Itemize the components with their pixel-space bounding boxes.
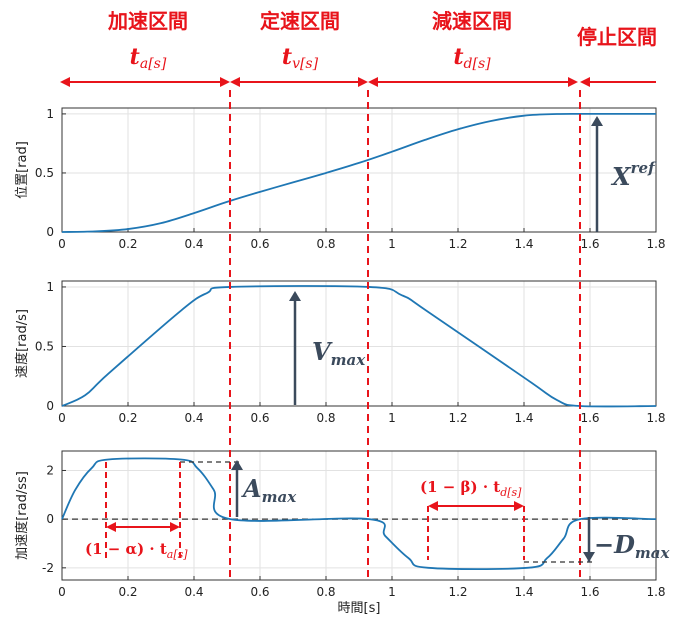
tick-label-x: 1.8: [646, 237, 665, 251]
phase-name: 減速区間: [432, 9, 512, 33]
amax-annotation: Amax: [180, 460, 297, 517]
phase-name: 加速区間: [107, 9, 188, 33]
plot-frame: [61, 107, 657, 233]
series-line: [61, 457, 657, 571]
t-symbol: t: [453, 44, 463, 70]
xref-annotation: Xref: [591, 116, 657, 232]
tick-label-x: 1.4: [514, 411, 533, 425]
tick-label-x: 0.6: [250, 411, 269, 425]
beta-sub: d[s]: [500, 486, 522, 499]
plot-frame: [61, 450, 657, 581]
plot-frame: [61, 280, 657, 407]
tick-label-x: 1: [388, 237, 396, 251]
y-axis-label: 加速度[rad/ss]: [14, 471, 30, 560]
acceleration-plot: 0 0.2 0.4 0.6 0.8 1 1.2 1.4 1.6 1.8 -2 0 2 加速度[rad/ss…: [14, 450, 666, 616]
tick-label-y: 1: [46, 107, 54, 121]
tick-label-x: 1.4: [514, 237, 533, 251]
phase-header-decel: 減速区間 td[s]: [432, 9, 512, 72]
tick-label-x: 0.6: [250, 585, 269, 599]
tick-label-x: 1.2: [448, 411, 467, 425]
alpha-sub: a[s]: [167, 548, 188, 561]
tick-label-y: -2: [42, 561, 54, 575]
tick-label-x: 0: [58, 411, 66, 425]
tick-label-x: 0: [58, 237, 66, 251]
tick-label-x: 1.6: [580, 585, 599, 599]
tick-label-x: 1.8: [646, 585, 665, 599]
phase-header-const: 定速区間 tv[s]: [260, 9, 340, 72]
svg-text:(1 − β) · td[s]: (1 − β) · td[s]: [420, 478, 522, 499]
t-sub: v[s]: [292, 56, 319, 72]
svg-text:td[s]: td[s]: [453, 44, 491, 72]
tick-label-x: 0.4: [184, 237, 203, 251]
beta-annotation: (1 − β) · td[s]: [420, 478, 525, 560]
tick-label-x: 0.8: [316, 585, 335, 599]
y-axis-label: 位置[rad]: [15, 141, 30, 199]
plot-background: [62, 451, 656, 580]
phase-name: 定速区間: [260, 9, 340, 33]
vmax-sub: max: [331, 351, 367, 369]
tick-label-x: 0.2: [118, 237, 137, 251]
tick-label-x: 0.2: [118, 585, 137, 599]
tick-label-x: 1: [388, 411, 396, 425]
tick-label-x: 0.4: [184, 411, 203, 425]
series-line: [61, 112, 657, 233]
amax-sub: max: [262, 488, 298, 506]
alpha-main: (1 − α) · t: [85, 540, 167, 558]
tick-label-y: 0.5: [35, 339, 54, 353]
svg-text:tv[s]: tv[s]: [282, 44, 319, 72]
dmax-annotation: −Dmax: [524, 517, 671, 563]
tick-label-y: 2: [46, 463, 54, 477]
tick-label-y: 0.5: [35, 166, 54, 180]
tick-label-x: 1: [388, 585, 396, 599]
tick-label-y: 1: [46, 280, 54, 294]
tick-label-x: 0.4: [184, 585, 203, 599]
svg-text:Xref: Xref: [610, 159, 657, 191]
tick-label-x: 1.6: [580, 237, 599, 251]
svg-text:Amax: Amax: [241, 474, 297, 506]
amax-base: A: [241, 474, 262, 503]
tick-label-x: 1.4: [514, 585, 533, 599]
t-symbol: t: [282, 44, 292, 70]
vmax-annotation: Vmax: [289, 291, 366, 405]
svg-text:(1 − α) · ta[s]: (1 − α) · ta[s]: [85, 540, 188, 561]
dmax-sub: max: [635, 544, 671, 562]
t-sub: a[s]: [140, 56, 167, 72]
velocity-plot: 0 0.2 0.4 0.6 0.8 1 1.2 1.4 1.6 1.8 0 0.5 1 速度[rad/s]: [14, 280, 666, 425]
tick-label-x: 0.2: [118, 411, 137, 425]
alpha-annotation: (1 − α) · ta[s]: [85, 462, 188, 561]
phase-header-accel: 加速区間 ta[s]: [107, 9, 188, 72]
t-symbol: t: [130, 44, 140, 70]
t-sub: d[s]: [464, 56, 492, 72]
x-axis-label: 時間[s]: [338, 601, 381, 616]
tick-label-x: 0: [58, 585, 66, 599]
vmax-base: V: [312, 337, 333, 366]
tick-label-y: 0: [46, 399, 54, 413]
svg-text:−Dmax: −Dmax: [594, 530, 671, 562]
tick-label-x: 0.6: [250, 237, 269, 251]
tick-label-x: 1.2: [448, 585, 467, 599]
svg-text:ta[s]: ta[s]: [130, 44, 167, 72]
xref-base: X: [610, 162, 632, 191]
y-axis-label: 速度[rad/s]: [14, 309, 30, 378]
tick-label-x: 0.8: [316, 237, 335, 251]
beta-main: (1 − β) · t: [420, 478, 500, 496]
tick-label-x: 1.6: [580, 411, 599, 425]
dmax-base: −D: [594, 530, 635, 559]
tick-label-x: 1.2: [448, 237, 467, 251]
tick-label-y: 0: [46, 225, 54, 239]
tick-label-x: 0.8: [316, 411, 335, 425]
phase-name: 停止区間: [577, 25, 657, 49]
tick-label-y: 0: [46, 512, 54, 526]
xref-sup: ref: [631, 159, 657, 177]
phase-header-stop: 停止区間: [577, 25, 657, 49]
plot-background: [62, 281, 656, 406]
position-plot: 0 0.2 0.4 0.6 0.8 1 1.2 1.4 1.6 1.8 0 0.5 1 位置[rad]: [15, 107, 666, 251]
plot-background: [62, 108, 656, 232]
svg-text:Vmax: Vmax: [312, 337, 366, 369]
tick-label-x: 1.8: [646, 411, 665, 425]
phase-boundaries: [229, 90, 581, 580]
